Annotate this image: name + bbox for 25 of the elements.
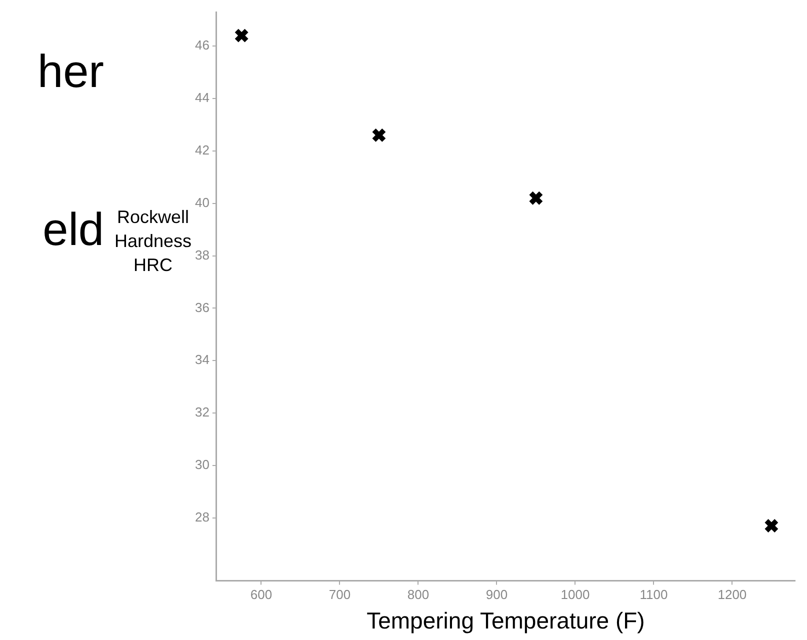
y-tick-label: 32 — [194, 404, 210, 420]
text: eld — [42, 203, 104, 255]
y-tick-label: 46 — [194, 38, 210, 53]
x-tick-label: 600 — [250, 587, 272, 602]
x-tick-label: 1100 — [640, 587, 668, 602]
x-tick-label: 1200 — [718, 587, 747, 602]
y-tick-label: 30 — [194, 457, 210, 472]
point — [372, 128, 386, 143]
y-tick-label: 42 — [194, 142, 210, 158]
x-tick-label: 900 — [486, 587, 508, 602]
y-tick-label: 44 — [194, 90, 210, 106]
point — [764, 518, 779, 534]
point — [234, 28, 250, 44]
y-tick-label: 36 — [194, 300, 210, 315]
x-axis-title: Tempering Temperature (F) — [366, 608, 645, 634]
x-tick-label: 800 — [407, 587, 430, 602]
x-tick-label: 700 — [328, 587, 351, 602]
y-tick-label: 40 — [194, 194, 210, 210]
y-axis-title: Rockwell Hardness HRC — [113, 206, 193, 277]
text: her — [38, 45, 104, 97]
y-tick-label: 38 — [194, 247, 210, 262]
x-tick-label: 1000 — [560, 587, 590, 602]
y-tick-label: 34 — [194, 352, 210, 368]
y-tick-label: 28 — [194, 509, 210, 524]
point — [528, 190, 544, 206]
